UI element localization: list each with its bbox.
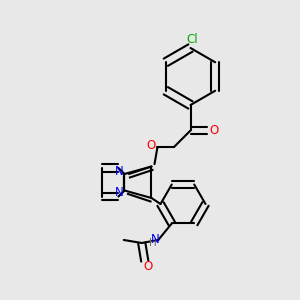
- Text: Cl: Cl: [186, 33, 198, 46]
- Text: N: N: [115, 186, 124, 200]
- Text: O: O: [146, 139, 155, 152]
- Text: O: O: [209, 124, 218, 137]
- Text: N: N: [115, 165, 124, 178]
- Text: H: H: [149, 238, 157, 248]
- Text: O: O: [143, 260, 152, 273]
- Text: N: N: [151, 233, 160, 247]
